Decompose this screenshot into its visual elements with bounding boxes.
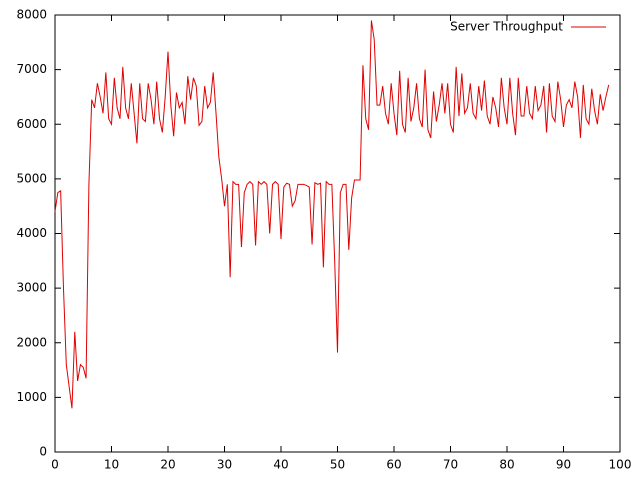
x-tick-label: 90 [556, 458, 571, 472]
legend-label: Server Throughput [450, 20, 563, 34]
x-tick-label: 40 [273, 458, 288, 472]
y-tick-label: 8000 [16, 8, 47, 22]
x-tick-label: 0 [51, 458, 59, 472]
x-tick-label: 30 [217, 458, 232, 472]
data-line [54, 20, 610, 409]
y-tick-label: 5000 [16, 171, 47, 185]
y-tick-label: 2000 [16, 335, 47, 349]
x-tick-label: 50 [330, 458, 345, 472]
x-tick-label: 100 [609, 458, 632, 472]
x-tick-label: 70 [443, 458, 458, 472]
y-tick-label: 7000 [16, 62, 47, 76]
x-tick-label: 60 [386, 458, 401, 472]
plot-border [54, 14, 621, 453]
y-tick-label: 3000 [16, 281, 47, 295]
y-tick-label: 6000 [16, 117, 47, 131]
x-tick-label: 80 [499, 458, 514, 472]
x-tick-label: 10 [104, 458, 119, 472]
x-tick-label: 20 [160, 458, 175, 472]
y-tick-label: 0 [39, 445, 47, 459]
y-tick-label: 1000 [16, 390, 47, 404]
y-tick-label: 4000 [16, 226, 47, 240]
